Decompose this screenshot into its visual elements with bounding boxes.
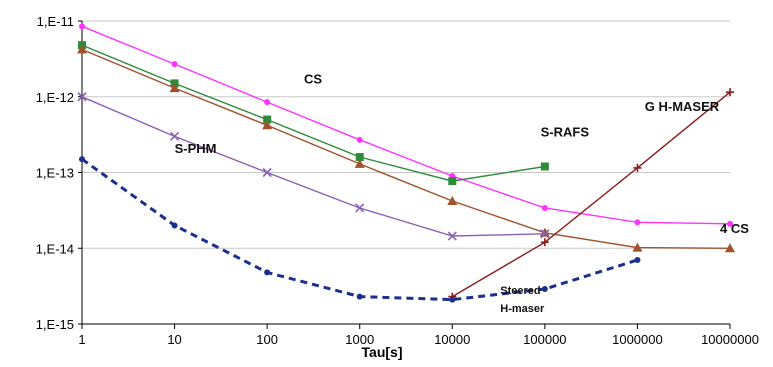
data-point-4-cs (725, 243, 735, 253)
data-point-cs (541, 204, 548, 211)
x-tick-label: 100 (256, 332, 278, 347)
data-point-steered-h-maser (79, 156, 85, 163)
x-tick-label: 1 (78, 332, 85, 347)
data-point-4-cs (632, 242, 643, 252)
data-point-4-cs (169, 83, 180, 93)
data-point-s-phm (355, 203, 365, 213)
data-point-s-rafs (355, 153, 364, 162)
series-steered-h-maser (79, 156, 641, 303)
series-line-4-cs (81, 48, 731, 249)
y-tick-label: 1,E-12 (36, 90, 74, 105)
data-point-g-h-maser (726, 88, 734, 97)
data-point-cs (356, 136, 363, 143)
x-axis-title: Tau[s] (362, 344, 403, 360)
data-point-s-phm (77, 92, 87, 102)
series-layer (77, 23, 735, 303)
data-point-4-cs (354, 158, 365, 168)
x-tick-label: 1000000 (612, 332, 663, 347)
series-s-phm (77, 92, 550, 241)
y-tick-label: 1,E-15 (36, 317, 74, 332)
series-label-g-h-maser: G H-MASER (645, 99, 720, 114)
y-tick-label: 1,E-14 (36, 241, 74, 256)
data-point-cs (79, 23, 85, 30)
data-point-steered-h-maser (171, 222, 178, 229)
data-point-steered-h-maser (634, 256, 641, 263)
series-label-h-maser: H-maser (500, 303, 545, 315)
data-point-s-phm (262, 167, 272, 178)
data-point-cs (264, 99, 271, 106)
x-tick-label: 10 (167, 332, 181, 347)
series-cs (79, 23, 733, 227)
data-point-s-phm (540, 229, 550, 239)
data-point-s-rafs (448, 177, 457, 186)
series-label-s-rafs: S-RAFS (541, 124, 590, 139)
series-label-steered: Steered (500, 285, 540, 297)
series-line-s-phm (81, 96, 545, 237)
label-layer: CS S-RAFS 4 CS S-PHM G H-MASER Steered H-maser (175, 71, 750, 314)
data-point-4-cs (262, 120, 273, 130)
data-point-g-h-maser (633, 163, 642, 172)
x-tick-label: 100000 (523, 332, 566, 347)
series-label-4-cs: 4 CS (720, 221, 749, 236)
series-line-cs (81, 25, 731, 225)
y-tick-label: 1,E-13 (36, 166, 74, 181)
data-point-steered-h-maser (449, 296, 456, 303)
series-label-s-phm: S-PHM (175, 141, 217, 156)
data-point-cs (727, 220, 733, 227)
series-label-cs: CS (304, 71, 322, 86)
x-tick-label: 10000000 (701, 332, 759, 347)
data-point-4-cs (77, 44, 87, 54)
data-point-4-cs (447, 196, 458, 206)
series-line-s-rafs (81, 44, 546, 182)
data-point-g-h-maser (540, 238, 549, 247)
series-line-g-h-maser (451, 91, 731, 298)
axis-layer: 1,E-11 1,E-12 1,E-13 1,E-14 1,E-15 1 10 100 1000… (36, 14, 759, 347)
series-4-cs (77, 44, 735, 253)
series-line-steered-h-maser (81, 157, 638, 302)
data-point-s-phm (170, 131, 180, 141)
data-point-steered-h-maser (356, 293, 363, 300)
x-tick-label: 1000 (345, 332, 374, 347)
data-point-s-rafs (540, 162, 549, 171)
data-point-steered-h-maser (264, 269, 271, 276)
data-point-cs (171, 61, 178, 68)
x-tick-label: 10000 (434, 332, 470, 347)
series-s-rafs (78, 41, 549, 186)
data-point-cs (634, 219, 641, 226)
data-point-steered-h-maser (541, 285, 548, 292)
data-point-s-rafs (263, 115, 272, 124)
data-point-s-phm (447, 231, 457, 241)
y-tick-label: 1,E-11 (37, 14, 74, 29)
series-g-h-maser (448, 88, 734, 301)
